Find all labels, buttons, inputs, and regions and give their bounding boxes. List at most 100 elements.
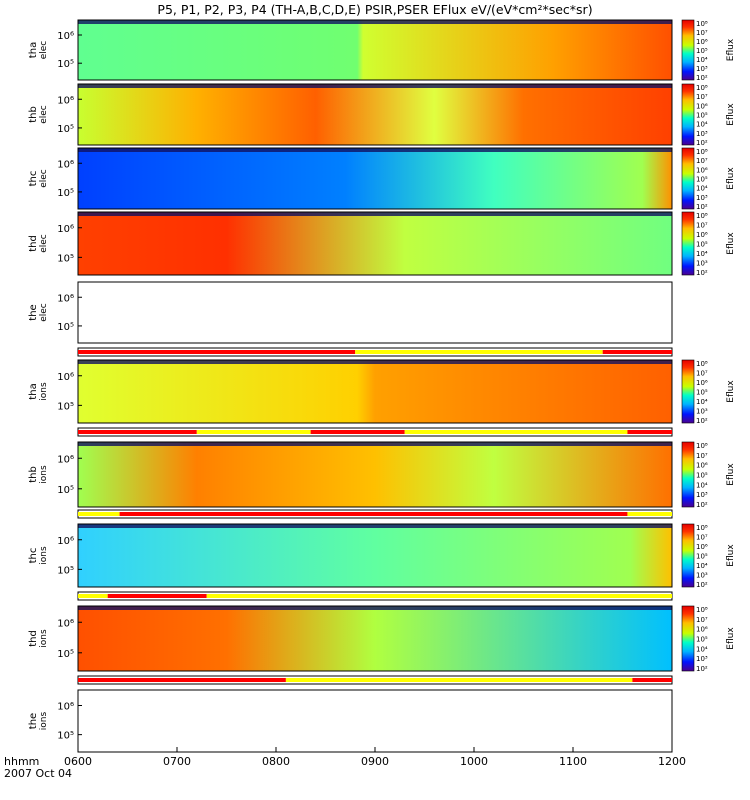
spectrogram-tha-ions [78,360,672,423]
x-tick-label: 1100 [559,755,587,768]
mode-segment-red [107,594,207,598]
colorbar-tick-label: 10² [696,501,708,509]
colorbar-tick-label: 10² [696,665,708,673]
colorbar-tick-label: 10⁶ [696,379,708,387]
colorbar-tick-label: 10⁷ [696,370,708,378]
colorbar-tick-label: 10⁴ [696,185,708,193]
y-tick-label: 10⁵ [57,649,74,660]
x-tick-label: 0700 [163,755,191,768]
colorbar-tick-label: 10² [696,417,708,425]
y-tick-label: 10⁵ [57,565,74,576]
mode-bar-5 [77,675,673,685]
colorbar-tick-label: 10⁶ [696,231,708,239]
colorbar-tick-label: 10⁴ [696,398,708,406]
colorbar-tick-label: 10³ [696,194,708,202]
colorbar-tick-label: 10⁶ [696,543,708,551]
panel-ylabel-species: elec [39,41,49,60]
colorbar-label: Eflux [726,627,736,650]
panel-frame [77,441,673,508]
colorbar-label: Eflux [726,38,736,61]
mode-segment-red [310,430,405,434]
colorbar-tick-label: 10⁶ [696,462,708,470]
mode-segment-red [627,430,672,434]
mode-segment-yellow [285,678,633,682]
panel-ylabel-probe: thc [28,171,39,187]
colorbar-tick-label: 10² [696,203,708,211]
colorbar-tick-label: 10⁶ [696,38,708,46]
spectrogram-thb-ions [78,442,672,507]
panel-frame [77,147,673,210]
colorbar-label: Eflux [726,544,736,567]
colorbar-thb-ions [681,441,695,508]
colorbar-tick-label: 10³ [696,65,708,73]
spectrogram-top-band [78,442,672,446]
mode-segment-red [632,678,672,682]
panel-ylabel-species: ions [39,465,49,484]
colorbar-tick-label: 10⁴ [696,121,708,129]
colorbar-tick-label: 10² [696,139,708,147]
panel-frame [77,281,673,344]
panel-ylabel-probe: thb [28,106,39,123]
mode-segment-yellow [78,512,120,516]
colorbar-tick-label: 10³ [696,130,708,138]
panel-the-ions: 10⁶ 10⁵ the ions [28,689,673,753]
mode-bar-1 [77,347,673,357]
mode-segment-yellow [78,594,108,598]
colorbar-tick-label: 10³ [696,408,708,416]
y-tick-label: 10⁶ [57,293,74,304]
spectrogram-thc-ions [78,524,672,587]
colorbar-tick-label: 10⁴ [696,250,708,258]
panel-the-elec: 10⁶ 10⁵ the elec [28,281,673,344]
mode-segment-yellow [355,350,603,354]
colorbar-tick-label: 10⁵ [696,112,708,120]
x-tick-label: 1200 [658,755,686,768]
spectrogram-top-band [78,606,672,610]
colorbar-tick-label: 10⁵ [696,472,708,480]
panel-ylabel-probe: the [28,304,39,320]
panel-frame [77,19,673,81]
y-tick-label: 10⁶ [57,702,74,713]
colorbar-tick-label: 10⁷ [696,93,708,101]
panel-ylabel-species: elec [39,303,49,322]
colorbar-tick-label: 10⁶ [696,166,708,174]
y-tick-label: 10⁶ [57,224,74,235]
panel-ylabel-species: elec [39,234,49,253]
mode-segment-yellow [196,430,311,434]
colorbar-tick-label: 10⁸ [696,84,708,92]
colorbar-tick-label: 10⁴ [696,481,708,489]
mode-bar-3 [77,509,673,519]
x-axis-date: 2007 Oct 04 [4,767,72,780]
panel-ylabel-probe: thd [28,630,39,647]
spectrogram-thd-ions [78,606,672,671]
mode-segment-red [602,350,672,354]
mode-bar-2 [77,427,673,437]
y-tick-label: 10⁶ [57,454,74,465]
colorbar-tick-label: 10⁸ [696,606,708,614]
mode-segment-yellow [404,430,628,434]
colorbar-tick-label: 10⁵ [696,47,708,55]
y-tick-label: 10⁶ [57,95,74,106]
colorbar-tick-label: 10⁸ [696,524,708,532]
colorbar-tick-label: 10⁸ [696,148,708,156]
y-tick-label: 10⁶ [57,536,74,547]
panel-ylabel-probe: thd [28,235,39,252]
colorbar-tick-label: 10³ [696,572,708,580]
colorbar-tick-label: 10³ [696,491,708,499]
panel-ylabel-probe: thc [28,548,39,564]
panel-ylabel-probe: thb [28,466,39,483]
colorbar-tick-label: 10⁵ [696,389,708,397]
panel-frame [77,211,673,276]
colorbar-tick-label: 10³ [696,260,708,268]
spectrogram-top-band [78,20,672,24]
y-tick-label: 10⁶ [57,618,74,629]
colorbar-tick-label: 10⁵ [696,176,708,184]
y-tick-label: 10⁵ [57,124,74,135]
colorbar-label: Eflux [726,103,736,126]
x-axis-title: hhmm [4,755,39,768]
y-tick-label: 10⁵ [57,188,74,199]
